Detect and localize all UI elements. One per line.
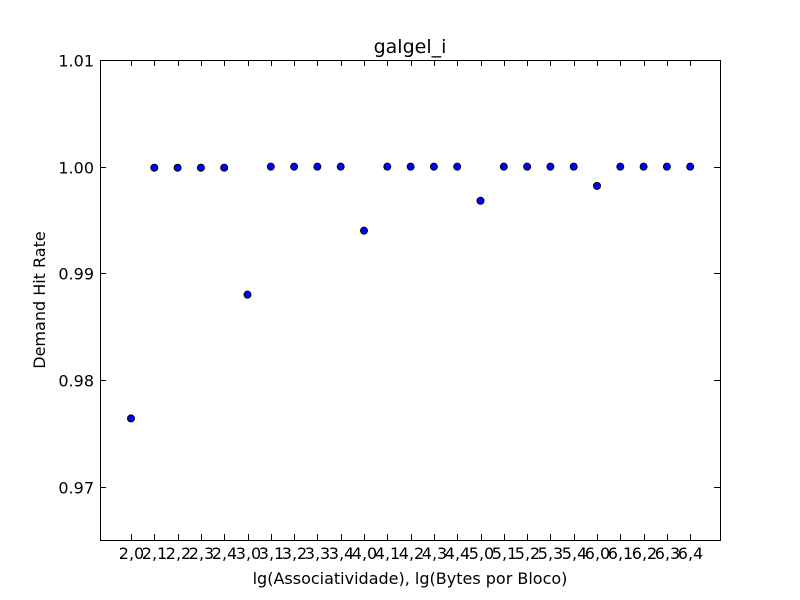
data-point bbox=[593, 181, 601, 190]
data-point bbox=[360, 226, 368, 235]
x-tick-label: 4,1 bbox=[375, 544, 400, 563]
x-tick-label: 2,2 bbox=[166, 544, 191, 563]
chart-title: galgel_i bbox=[374, 36, 447, 58]
x-tick-label: 6,0 bbox=[585, 544, 610, 563]
data-point bbox=[569, 162, 578, 171]
data-point bbox=[196, 163, 205, 172]
data-point bbox=[243, 290, 252, 299]
y-tick-label: 0.98 bbox=[58, 372, 94, 391]
x-tick-label: 4,3 bbox=[422, 544, 447, 563]
x-tick-label: 6,3 bbox=[655, 544, 680, 563]
y-tick-label: 0.99 bbox=[58, 265, 94, 284]
data-point bbox=[662, 162, 671, 171]
x-axis-label: lg(Associatividade), lg(Bytes por Bloco) bbox=[253, 569, 568, 588]
data-point bbox=[220, 163, 229, 172]
x-tick-label: 5,1 bbox=[492, 544, 517, 563]
x-tick-label: 4,2 bbox=[399, 544, 424, 563]
x-tick-label: 5,0 bbox=[469, 544, 494, 563]
data-point bbox=[173, 163, 182, 172]
y-axis-label: Demand Hit Rate bbox=[30, 231, 49, 368]
data-point bbox=[523, 162, 532, 171]
x-tick-label: 4,0 bbox=[352, 544, 377, 563]
x-tick-label: 5,3 bbox=[538, 544, 563, 563]
x-tick-label: 4,4 bbox=[445, 544, 470, 563]
x-tick-label: 2,0 bbox=[119, 544, 144, 563]
data-point bbox=[383, 162, 392, 171]
x-tick-label: 3,1 bbox=[259, 544, 284, 563]
data-point bbox=[686, 162, 695, 171]
data-point bbox=[290, 162, 299, 171]
data-point bbox=[313, 162, 322, 171]
plot-frame bbox=[100, 60, 721, 541]
x-tick-label: 3,3 bbox=[305, 544, 330, 563]
x-tick-label: 5,4 bbox=[562, 544, 587, 563]
data-point bbox=[429, 162, 438, 171]
x-tick-label: 3,0 bbox=[236, 544, 261, 563]
data-point bbox=[546, 162, 555, 171]
data-point bbox=[453, 162, 462, 171]
x-tick-label: 5,2 bbox=[515, 544, 540, 563]
y-tick-label: 0.97 bbox=[58, 479, 94, 498]
data-point bbox=[639, 162, 648, 171]
data-point bbox=[616, 162, 625, 171]
data-point bbox=[476, 196, 485, 205]
data-point bbox=[406, 162, 415, 171]
y-tick-label: 1.01 bbox=[58, 52, 94, 71]
data-point bbox=[150, 163, 159, 172]
x-tick-label: 2,1 bbox=[142, 544, 167, 563]
data-point bbox=[266, 162, 275, 171]
x-tick-label: 6,2 bbox=[632, 544, 657, 563]
x-tick-label: 2,4 bbox=[212, 544, 237, 563]
y-tick-label: 1.00 bbox=[58, 159, 94, 178]
data-point bbox=[499, 162, 508, 171]
data-point bbox=[336, 162, 345, 171]
x-tick-label: 3,4 bbox=[329, 544, 354, 563]
x-tick-label: 3,2 bbox=[282, 544, 307, 563]
x-tick-label: 6,4 bbox=[678, 544, 703, 563]
x-tick-label: 6,1 bbox=[608, 544, 633, 563]
x-tick-label: 2,3 bbox=[189, 544, 214, 563]
data-point bbox=[127, 414, 135, 423]
